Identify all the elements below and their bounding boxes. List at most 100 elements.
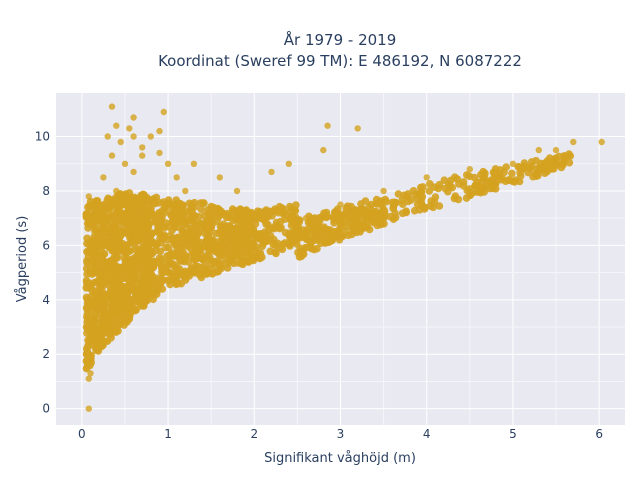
- data-point: [85, 296, 93, 303]
- data-point: [130, 114, 137, 121]
- cloud-point: [515, 177, 524, 186]
- cloud-point: [130, 233, 139, 241]
- cloud-point: [179, 236, 188, 244]
- cloud-point: [537, 164, 545, 172]
- data-point: [113, 187, 120, 195]
- data-point: [108, 152, 116, 159]
- cloud-point: [413, 200, 422, 209]
- data-point: [130, 168, 137, 176]
- data-point: [423, 174, 430, 181]
- cloud-point: [271, 205, 279, 213]
- cloud-point: [378, 208, 387, 217]
- cloud-point: [195, 247, 203, 256]
- data-point: [117, 138, 124, 146]
- cloud-point: [425, 187, 434, 195]
- data-point: [164, 269, 172, 276]
- cloud-point: [560, 152, 569, 160]
- chart-title-line-1: År 1979 - 2019: [284, 30, 397, 49]
- cloud-point: [180, 221, 188, 229]
- cloud-point: [223, 259, 231, 268]
- cloud-point: [404, 197, 412, 206]
- cloud-point: [112, 200, 120, 208]
- x-tick-label: 3: [337, 427, 345, 441]
- cloud-point: [186, 236, 195, 244]
- data-point: [156, 149, 163, 157]
- cloud-point: [565, 158, 574, 167]
- cloud-point: [90, 223, 99, 231]
- cloud-point: [306, 218, 315, 227]
- chart-title-line-2: Koordinat (Sweref 99 TM): E 486192, N 60…: [158, 52, 522, 70]
- data-point: [233, 187, 241, 195]
- data-point: [84, 337, 92, 344]
- data-point: [95, 283, 103, 290]
- cloud-point: [184, 242, 192, 251]
- y-tick-label: 4: [42, 293, 50, 307]
- cloud-point: [311, 228, 320, 236]
- cloud-point: [263, 211, 271, 219]
- cloud-point: [172, 280, 181, 289]
- x-tick-labels: 0 1 2 3 4 5 6: [78, 427, 603, 441]
- data-point: [85, 193, 93, 200]
- cloud-point: [133, 210, 141, 218]
- cloud-point: [188, 268, 196, 276]
- data-point: [173, 174, 180, 181]
- cloud-point: [163, 222, 172, 231]
- cloud-point: [502, 163, 511, 171]
- data-point: [85, 375, 93, 382]
- cloud-point: [121, 302, 130, 311]
- cloud-point: [90, 303, 98, 311]
- cloud-point: [165, 199, 173, 207]
- cloud-point: [191, 221, 200, 229]
- y-tick-label: 0: [42, 402, 50, 416]
- cloud-point: [326, 235, 335, 243]
- cloud-point: [165, 252, 174, 260]
- cloud-point: [164, 276, 172, 285]
- cloud-point: [152, 246, 160, 255]
- cloud-point: [98, 236, 107, 245]
- cloud-point: [434, 184, 443, 193]
- cloud-point: [244, 222, 253, 230]
- data-point: [570, 138, 577, 146]
- x-tick-label: 5: [509, 427, 517, 441]
- cloud-point: [244, 247, 253, 256]
- cloud-point: [294, 229, 303, 238]
- data-point: [85, 405, 93, 412]
- cloud-point: [212, 244, 221, 253]
- cloud-point: [357, 200, 365, 208]
- cloud-point: [336, 233, 344, 241]
- cloud-point: [83, 279, 91, 287]
- cloud-point: [124, 195, 132, 203]
- data-point: [87, 269, 94, 276]
- cloud-point: [294, 248, 302, 257]
- cloud-point: [244, 212, 253, 221]
- cloud-point: [112, 272, 121, 280]
- cloud-point: [253, 210, 262, 219]
- cloud-point: [287, 216, 296, 225]
- cloud-point: [566, 152, 575, 160]
- cloud-point: [304, 227, 313, 235]
- data-point: [598, 138, 605, 146]
- cloud-point: [478, 184, 486, 193]
- data-point: [354, 125, 361, 132]
- data-point: [126, 125, 133, 132]
- data-point: [139, 296, 146, 303]
- x-tick-label: 2: [250, 427, 258, 441]
- data-point: [89, 201, 96, 208]
- data-point: [100, 174, 107, 181]
- data-point: [83, 351, 91, 358]
- data-point: [160, 108, 167, 116]
- cloud-point: [313, 244, 321, 253]
- cloud-point: [222, 237, 231, 246]
- cloud-point: [162, 243, 170, 252]
- cloud-point: [201, 261, 209, 270]
- cloud-point: [111, 292, 119, 301]
- cloud-point: [208, 270, 217, 278]
- cloud-point: [331, 211, 340, 219]
- cloud-point: [98, 201, 107, 210]
- cloud-point: [454, 195, 463, 204]
- data-point: [337, 201, 344, 208]
- cloud-point: [204, 235, 213, 243]
- cloud-point: [180, 229, 189, 238]
- cloud-point: [140, 301, 148, 309]
